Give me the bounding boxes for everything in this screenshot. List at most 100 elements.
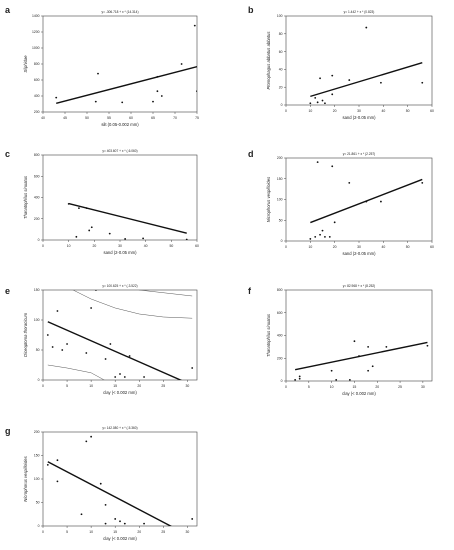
x-tick-label: 10 [89,530,93,534]
data-point [380,81,382,84]
x-tick-label: 10 [308,109,312,113]
y-tick-label: 0 [281,103,283,107]
y-axis-label: Silphidae [23,55,28,73]
x-tick-label: 15 [113,530,117,534]
x-tick-label: 30 [185,530,189,534]
data-point [421,182,424,184]
y-axis-label: Ptomophagus abbatus abbatus [266,31,271,90]
data-point [348,79,351,81]
regression-line [68,202,187,234]
data-point [367,369,370,372]
x-tick-label: 30 [357,245,361,249]
regression-line [310,62,423,98]
data-point [56,480,59,483]
x-axis-label: clay (< 0.002 mm) [103,390,137,395]
data-point [298,375,301,378]
data-point [85,440,88,443]
data-point [114,518,117,520]
plot-frame [42,289,198,381]
x-tick-label: 0 [285,245,287,249]
data-point [353,340,356,343]
data-point [358,355,360,357]
plot-frame [42,15,198,113]
data-point [81,152,83,154]
data-point [119,520,121,523]
data-point [46,334,49,336]
data-point [314,96,317,99]
y-tick-label: 400 [34,196,40,200]
data-point [365,200,368,203]
y-tick-label: 100 [277,14,283,18]
plot-frame [42,431,198,527]
panel-letter: b [248,5,254,15]
data-point [316,101,319,104]
panel-d: d y= 21.861 + x * (2.257) 0 10 20 30 40 50 60 0 50… [248,149,434,256]
confidence-band-outer-upper [138,290,193,297]
panel-letter: c [5,149,10,159]
x-tick-label: 40 [144,244,148,248]
x-tick-label: 0 [285,385,287,389]
y-axis-label: Oiceoptoma thoracicum [23,312,28,357]
data-point [119,373,121,375]
y-tick-label: 600 [34,78,40,82]
y-tick-label: 600 [277,311,283,315]
data-point [104,522,107,525]
data-point [90,435,93,438]
y-tick-label: 800 [277,288,283,292]
data-point [193,24,196,27]
data-point [51,346,54,348]
y-axis-label: Thanatophilus sinuatus [266,313,271,357]
x-tick-label: 50 [406,109,410,113]
data-point [78,207,80,210]
panel-e: e y= 100.625 + x * (-3.522) 0 5 10 15 20 25 30 0 5… [5,284,198,395]
data-point [56,459,59,462]
confidence-band-lower [47,364,105,380]
panel-f: f y= 82.968 + x * (8.252) 0 5 10 15 20 25 30 0 200… [248,284,433,396]
data-point [95,290,97,291]
data-point [321,229,324,232]
x-tick-label: 40 [381,109,385,113]
data-point [75,235,78,238]
x-tick-label: 10 [330,385,334,389]
regression-line [56,65,197,104]
data-point [309,102,312,105]
data-point [85,352,88,354]
y-tick-label: 40 [279,68,283,72]
y-tick-label: 400 [34,94,40,98]
panel-g: g y= 142.080 + x * (-5.360) 0 5 10 15 20 25 30 0 5… [5,426,198,541]
data-point [371,365,374,368]
data-point [196,90,197,93]
panel-letter: d [248,149,254,159]
regression-line [47,461,173,526]
x-tick-label: 10 [308,245,312,249]
y-tick-label: 100 [34,318,40,322]
plot-content [309,161,424,240]
data-point [152,100,154,103]
x-tick-label: 60 [430,245,434,249]
y-tick-label: 200 [34,110,40,114]
data-point [128,355,131,357]
y-tick-label: 1000 [32,46,40,50]
data-point [90,226,93,229]
data-point [316,161,319,164]
y-axis-label: Nicrophorus vespilloides [23,455,28,501]
y-tick-label: 1400 [32,14,40,18]
y-tick-label: 200 [277,356,283,360]
data-point [365,26,368,29]
regression-equation: y= 142.080 + x * (-5.360) [102,426,137,430]
y-tick-label: 800 [34,62,40,66]
y-tick-label: 150 [277,177,283,181]
x-tick-label: 50 [85,116,89,120]
data-point [94,100,97,103]
x-tick-label: 20 [137,530,141,534]
plot-content [46,290,194,380]
x-axis-label: sand (2-0.05 mm) [342,251,376,256]
x-axis-label: clay (< 0.002 mm) [342,391,376,396]
data-point [324,102,326,105]
y-tick-label: 0 [38,524,40,528]
x-tick-label: 0 [42,384,44,388]
x-tick-label: 25 [161,530,165,534]
panel-letter: f [248,286,252,296]
y-tick-label: 0 [281,239,283,243]
